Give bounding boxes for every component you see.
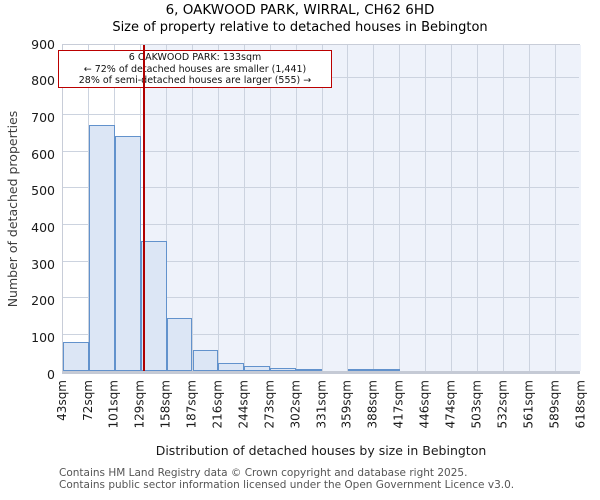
annotation-smaller-pct: ← 72% of detached houses are smaller (1,…: [83, 63, 307, 75]
x-tick-label: 503sqm: [469, 380, 484, 429]
x-tick-label: 72sqm: [80, 380, 95, 421]
property-size-marker-line: [143, 45, 146, 371]
x-tick-label: 302sqm: [288, 380, 303, 429]
plot-area: [62, 44, 581, 374]
y-tick-label: 700: [31, 109, 55, 125]
histogram-bar: [192, 350, 219, 371]
histogram-bar: [347, 369, 374, 371]
y-tick-label: 0: [47, 366, 55, 382]
x-tick-label: 331sqm: [314, 380, 328, 429]
gridline-vertical: [166, 45, 168, 371]
histogram-bar: [114, 136, 141, 371]
gridline-vertical: [528, 45, 530, 371]
y-tick-label: 100: [31, 329, 55, 345]
annotation-larger-pct: 28% of semi-detached houses are larger (…: [78, 75, 312, 87]
y-tick-label: 400: [31, 219, 55, 235]
x-tick-label: 244sqm: [236, 380, 251, 429]
y-tick-label: 600: [31, 146, 55, 162]
gridline-horizontal: [63, 223, 579, 225]
chart-title: 6, OAKWOOD PARK, WIRRAL, CH62 6HD: [165, 2, 435, 18]
gridline-vertical: [295, 45, 297, 371]
gridline-vertical: [554, 45, 556, 371]
x-tick-label: 359sqm: [339, 380, 354, 429]
y-tick-label: 200: [31, 293, 55, 309]
gridline-vertical: [140, 45, 142, 371]
gridline-vertical: [476, 45, 478, 371]
gridline-horizontal: [63, 333, 579, 335]
histogram-bar: [373, 369, 400, 371]
x-tick-label: 417sqm: [391, 380, 406, 429]
y-tick-label: 900: [31, 36, 55, 52]
histogram-bar: [244, 365, 271, 371]
chart-subtitle: Size of property relative to detached ho…: [112, 20, 488, 35]
gridline-vertical: [399, 45, 401, 371]
gridline-vertical: [373, 45, 375, 371]
x-tick-label: 532sqm: [495, 380, 510, 429]
x-tick-label: 618sqm: [573, 380, 587, 429]
gridline-horizontal: [63, 113, 579, 115]
x-tick-label: 589sqm: [547, 380, 562, 429]
x-tick-label: 43sqm: [55, 380, 69, 421]
y-tick-label: 300: [31, 256, 55, 272]
histogram-bar: [218, 362, 245, 371]
x-axis-label: Distribution of detached houses by size …: [155, 443, 487, 458]
histogram-bar: [270, 368, 297, 371]
x-tick-label: 129sqm: [132, 380, 147, 429]
gridline-vertical: [425, 45, 427, 371]
x-tick-label: 101sqm: [106, 380, 121, 429]
gridline-horizontal: [63, 260, 579, 262]
x-tick-label: 273sqm: [262, 380, 277, 429]
gridline-horizontal: [63, 297, 579, 299]
gridline-vertical: [217, 45, 219, 371]
footer-attribution: Contains HM Land Registry data © Crown c…: [59, 467, 515, 491]
gridline-horizontal: [63, 150, 579, 152]
x-tick-label: 474sqm: [443, 380, 458, 429]
x-tick-label: 561sqm: [521, 380, 536, 429]
annotation-property-size: 6 OAKWOOD PARK: 133sqm: [128, 52, 262, 63]
histogram-bar: [63, 341, 89, 371]
gridline-vertical: [321, 45, 323, 371]
gridline-vertical: [347, 45, 349, 371]
gridline-vertical: [269, 45, 271, 371]
x-tick-label: 446sqm: [417, 380, 432, 429]
annotation-box: 6 OAKWOOD PARK: 133sqm ← 72% of detached…: [58, 50, 332, 88]
footer-line-2: Contains public sector information licen…: [59, 478, 515, 491]
x-tick-label: 388sqm: [365, 380, 380, 429]
x-tick-label: 158sqm: [158, 380, 173, 429]
y-axis-label: Number of detached properties: [5, 110, 20, 308]
histogram-bar: [166, 317, 193, 371]
x-tick-label: 216sqm: [210, 380, 225, 429]
gridline-vertical: [192, 45, 193, 371]
gridline-vertical: [243, 45, 245, 371]
footer-line-1: Contains HM Land Registry data © Crown c…: [59, 467, 468, 479]
gridline-horizontal: [63, 187, 579, 189]
histogram-bar: [88, 125, 115, 371]
y-tick-label: 800: [31, 73, 55, 89]
y-tick-label: 500: [31, 183, 55, 199]
gridline-vertical: [451, 45, 452, 371]
x-tick-label: 187sqm: [184, 380, 199, 429]
gridline-vertical: [502, 45, 504, 371]
histogram-bar: [296, 369, 322, 371]
larger-than-marker-shade: [144, 45, 581, 371]
